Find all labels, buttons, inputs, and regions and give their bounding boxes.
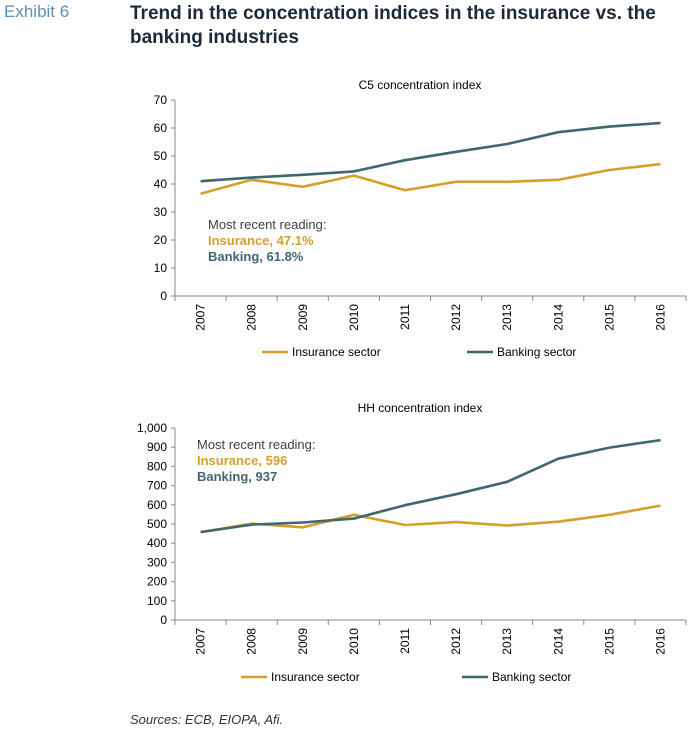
c5-chart: C5 concentration index 0 10 20 30 40 50 60 70 200… — [154, 78, 687, 359]
exhibit-label: Exhibit 6 — [4, 2, 70, 21]
x-tick-label: 2010 — [347, 628, 361, 655]
legend-banking-label: Banking sector — [497, 345, 576, 359]
legend-insurance-label: Insurance sector — [292, 345, 381, 359]
y-tick-label: 600 — [147, 498, 167, 512]
x-tick-label: 2010 — [347, 304, 361, 331]
y-tick-label: 0 — [160, 289, 167, 303]
y-tick-label: 200 — [147, 575, 167, 589]
x-tick-label: 2014 — [551, 304, 565, 331]
y-tick-label: 50 — [154, 149, 168, 163]
y-tick-label: 40 — [154, 177, 168, 191]
x-tick-label: 2012 — [449, 628, 463, 655]
y-tick-label: 70 — [154, 93, 168, 107]
x-tick-label: 2011 — [398, 304, 412, 330]
legend-banking-label: Banking sector — [492, 670, 571, 684]
y-tick-label: 0 — [160, 613, 167, 627]
insurance-series-line — [200, 504, 661, 534]
y-tick-label: 400 — [147, 536, 167, 550]
chart-title: HH concentration index — [358, 401, 483, 415]
y-tick-label: 1,000 — [137, 421, 167, 435]
chart-title: C5 concentration index — [359, 78, 482, 92]
x-tick-label: 2016 — [653, 628, 667, 655]
annotation-heading: Most recent reading: — [197, 437, 316, 452]
y-tick-label: 60 — [154, 121, 168, 135]
annotation-banking: Banking, 937 — [197, 469, 277, 484]
y-tick-label: 100 — [147, 594, 167, 608]
y-tick-label: 700 — [147, 479, 167, 493]
x-tick-label: 2008 — [245, 628, 259, 655]
x-tick-label: 2013 — [500, 628, 514, 655]
insurance-series-line — [200, 162, 661, 196]
x-tick-label: 2007 — [194, 628, 208, 655]
x-tick-label: 2013 — [500, 304, 514, 331]
x-tick-label: 2011 — [398, 628, 412, 654]
x-tick-label: 2007 — [194, 304, 208, 331]
y-tick-label: 500 — [147, 517, 167, 531]
annotation-insurance: Insurance, 47.1% — [208, 233, 314, 248]
y-tick-label: 900 — [147, 440, 167, 454]
y-tick-label: 10 — [154, 261, 168, 275]
x-tick-label: 2016 — [653, 304, 667, 331]
page-title: Trend in the concentration indices in th… — [130, 3, 656, 48]
y-tick-label: 20 — [154, 233, 168, 247]
x-tick-label: 2015 — [602, 628, 616, 655]
annotation-heading: Most recent reading: — [208, 217, 327, 232]
banking-series-line — [200, 121, 661, 183]
x-tick-label: 2012 — [449, 304, 463, 331]
x-tick-label: 2014 — [551, 628, 565, 655]
x-tick-label: 2009 — [296, 304, 310, 331]
x-tick-label: 2009 — [296, 628, 310, 655]
sources-note: Sources: ECB, EIOPA, Afi. — [130, 712, 284, 727]
annotation-insurance: Insurance, 596 — [197, 453, 287, 468]
annotation-banking: Banking, 61.8% — [208, 249, 304, 264]
banking-series-line — [200, 438, 661, 534]
y-tick-label: 800 — [147, 459, 167, 473]
y-tick-label: 30 — [154, 205, 168, 219]
legend-insurance-label: Insurance sector — [271, 670, 360, 684]
x-tick-label: 2008 — [245, 304, 259, 331]
hh-chart: HH concentration index 0 100 200 300 400 500 60… — [137, 401, 687, 684]
x-tick-label: 2015 — [602, 304, 616, 331]
y-tick-label: 300 — [147, 555, 167, 569]
